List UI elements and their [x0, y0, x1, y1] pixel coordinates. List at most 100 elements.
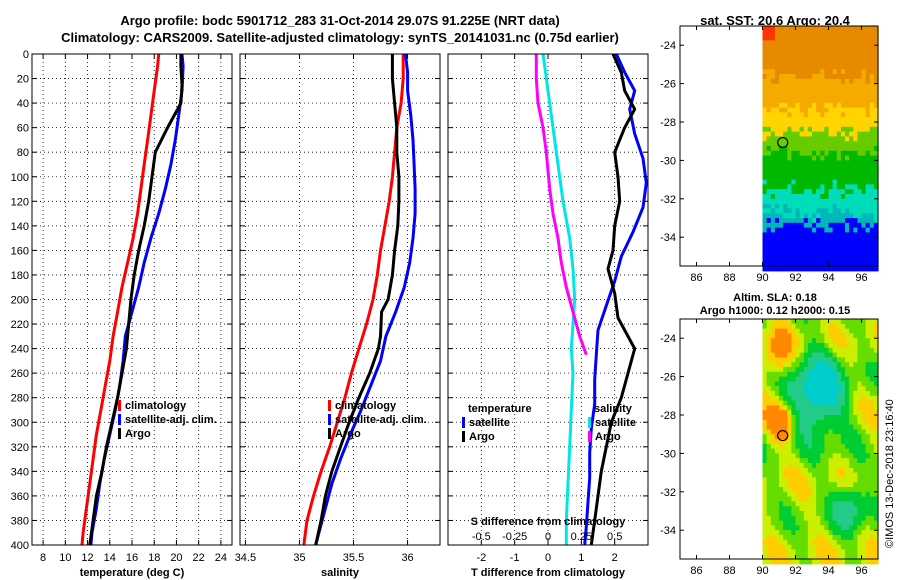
- map-cell: [861, 362, 867, 368]
- map-cell: [824, 439, 830, 445]
- map-cell: [865, 213, 871, 219]
- map-cell: [812, 218, 817, 224]
- map-cell: [770, 256, 776, 262]
- map-cell: [791, 179, 797, 185]
- map-cell: [832, 222, 838, 229]
- map-cell: [783, 415, 788, 421]
- map-cell: [812, 146, 817, 152]
- map-cell: [812, 50, 817, 56]
- map-cell: [849, 35, 854, 41]
- map-cell: [795, 107, 801, 113]
- map-cell: [812, 511, 817, 517]
- map-cell: [770, 261, 776, 267]
- map-cell: [787, 525, 792, 531]
- map-cell: [865, 559, 871, 565]
- map-cell: [832, 343, 838, 349]
- map-cell: [873, 160, 879, 166]
- map-cell: [803, 131, 809, 137]
- map-cell: [824, 482, 830, 488]
- map-cell: [762, 415, 768, 421]
- map-cell: [807, 487, 813, 493]
- map-cell: [774, 208, 780, 214]
- map-cell: [824, 222, 830, 229]
- map-cell: [766, 400, 772, 406]
- map-cell: [791, 69, 797, 75]
- map-cell: [869, 218, 875, 224]
- map-cell: [770, 520, 776, 526]
- map-cell: [836, 83, 842, 89]
- map-cell: [779, 251, 784, 257]
- map-cell: [799, 544, 805, 550]
- map-cell: [803, 242, 809, 248]
- map-cell: [816, 122, 821, 128]
- map-cell: [766, 251, 772, 257]
- map-cell: [787, 170, 792, 176]
- map-cell: [820, 194, 825, 200]
- map-cell: [816, 381, 821, 387]
- map-cell: [824, 179, 830, 185]
- map-cell: [791, 83, 797, 89]
- map-cell: [832, 367, 838, 373]
- map-cell: [795, 328, 801, 334]
- map-cell: [770, 328, 776, 334]
- map-cell: [873, 467, 879, 474]
- map-cell: [824, 107, 830, 113]
- map-cell: [774, 515, 780, 522]
- map-cell: [816, 525, 821, 531]
- map-cell: [849, 69, 854, 75]
- map-cell: [779, 501, 784, 507]
- map-cell: [861, 146, 867, 152]
- map-cell: [807, 54, 813, 61]
- map-cell: [787, 395, 792, 402]
- map-cell: [787, 222, 792, 229]
- map-cell: [849, 472, 854, 478]
- map-cell: [845, 439, 850, 445]
- map-cell: [849, 112, 854, 118]
- map-cell: [766, 222, 772, 229]
- map-cell: [861, 477, 867, 483]
- map-cell: [795, 357, 801, 363]
- map-cell: [774, 170, 780, 176]
- map-cell: [770, 544, 776, 550]
- map-cell: [836, 179, 842, 185]
- map-cell: [840, 491, 846, 498]
- legend-difference: temperature salinitysatelliteArgosatellit…: [462, 403, 636, 543]
- map-cell: [845, 54, 850, 61]
- map-cell: [857, 107, 863, 113]
- map-cell: [840, 559, 846, 565]
- map-cell: [783, 198, 788, 205]
- map-cell: [791, 482, 797, 488]
- map-cell: [853, 391, 858, 397]
- map-cell: [853, 194, 858, 200]
- map-cell: [869, 222, 875, 229]
- map-cell: [799, 131, 805, 137]
- map-cell: [791, 54, 797, 61]
- map-cell: [762, 102, 768, 109]
- map-cell: [803, 208, 809, 214]
- map-cell: [779, 448, 784, 454]
- map-cell: [812, 136, 817, 142]
- map-cell: [865, 232, 871, 238]
- map-cell: [812, 487, 817, 493]
- map-cell: [766, 482, 772, 488]
- map-cell: [783, 357, 788, 363]
- map-cell: [816, 323, 821, 330]
- map-cell: [779, 59, 784, 65]
- map-cell: [791, 30, 797, 37]
- map-cell: [849, 174, 854, 181]
- map-cell: [812, 405, 817, 411]
- map-cell: [812, 198, 817, 205]
- map-cell: [853, 237, 858, 243]
- map-cell: [849, 395, 854, 402]
- map-cell: [832, 539, 838, 546]
- map-cell: [787, 362, 792, 368]
- map-cell: [816, 74, 821, 80]
- map-cell: [762, 343, 768, 349]
- map-cell: [803, 544, 809, 550]
- map-cell: [791, 338, 797, 344]
- map-cell: [836, 117, 842, 123]
- map-cell: [766, 189, 772, 195]
- map-cell: [812, 343, 817, 349]
- map-cell: [828, 328, 834, 334]
- legend-label: satellite-adj. clim.: [335, 414, 427, 426]
